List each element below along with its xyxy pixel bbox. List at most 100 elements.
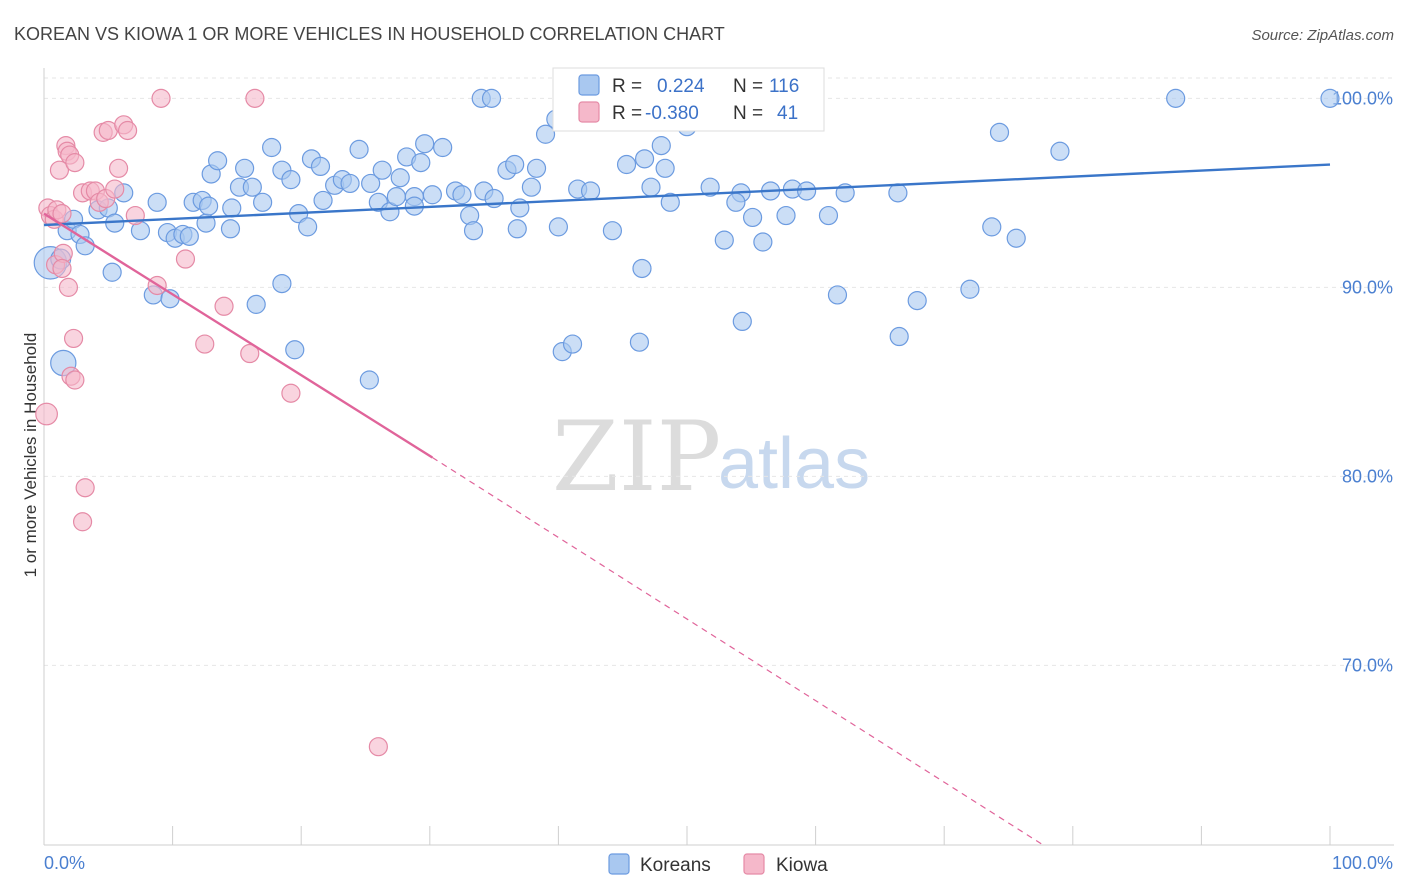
y-tick-label: 80.0%	[1342, 466, 1393, 486]
koreans-point	[1050, 141, 1070, 161]
koreans-point	[827, 285, 848, 305]
kiowa-point	[52, 204, 72, 224]
koreans-point	[310, 156, 331, 177]
koreans-point	[732, 311, 752, 332]
koreans-point	[548, 217, 569, 237]
chart-source: Source: ZipAtlas.com	[1251, 27, 1394, 44]
koreans-point	[1320, 88, 1340, 108]
koreans-point	[246, 294, 266, 314]
koreans-point	[422, 185, 442, 205]
koreans-point	[372, 160, 392, 180]
trend-lines	[43, 163, 1331, 846]
koreans-point	[411, 153, 431, 173]
series-koreans	[33, 88, 1340, 390]
koreans-point	[390, 168, 410, 188]
kiowa-point	[49, 160, 70, 180]
koreans-point	[889, 326, 909, 347]
koreans-point	[629, 332, 650, 352]
koreans-point	[285, 340, 305, 360]
koreans-point	[960, 279, 980, 299]
koreans-point	[463, 221, 484, 241]
kiowa-point	[117, 120, 138, 141]
kiowa-point	[368, 737, 388, 757]
y-tick-label: 90.0%	[1342, 277, 1393, 297]
koreans-point	[796, 181, 817, 201]
data-points	[33, 88, 1340, 757]
kiowa-point	[35, 402, 58, 426]
koreans-point	[535, 124, 556, 144]
stats-r-value-kiowa: -0.380	[645, 103, 699, 124]
stats-r-value-koreans: 0.224	[657, 76, 705, 97]
koreans-point	[340, 173, 360, 194]
koreans-point	[147, 192, 167, 212]
kiowa-point	[151, 88, 171, 108]
x-tick-label: 100.0%	[1332, 853, 1393, 873]
koreans-point	[714, 230, 734, 250]
stats-n-value-koreans: 116	[769, 76, 799, 97]
y-tick-label: 100.0%	[1332, 88, 1393, 108]
koreans-point	[989, 122, 1010, 142]
koreans-trend-line	[43, 163, 1331, 227]
koreans-point	[272, 273, 292, 294]
kiowa-point	[72, 512, 93, 532]
koreans-point	[562, 334, 583, 354]
koreans-point	[616, 154, 637, 175]
koreans-point	[298, 217, 318, 237]
koreans-point	[700, 177, 720, 197]
koreans-point	[415, 134, 435, 154]
x-tick-label: 0.0%	[44, 853, 85, 873]
koreans-point	[1006, 228, 1026, 248]
koreans-point	[222, 198, 242, 218]
kiowa-point	[175, 249, 196, 269]
koreans-point	[208, 151, 228, 171]
koreans-point	[521, 177, 541, 197]
legend-label-koreans: Koreans	[640, 855, 711, 876]
kiowa-point	[214, 296, 234, 316]
koreans-point	[313, 190, 333, 211]
axes	[43, 68, 1394, 846]
legend-swatch-kiowa	[743, 853, 765, 875]
series-kiowa	[35, 88, 388, 757]
kiowa-point	[52, 258, 72, 279]
koreans-point	[505, 154, 525, 175]
koreans-point	[452, 185, 472, 205]
legend-swatch-koreans	[608, 853, 630, 875]
kiowa-point	[65, 153, 85, 173]
kiowa-point	[281, 383, 301, 403]
stats-n-value-kiowa: 41	[777, 103, 798, 124]
koreans-point	[102, 262, 122, 282]
koreans-point	[281, 170, 301, 190]
kiowa-point	[105, 179, 125, 199]
stats-r-label-koreans: R =	[612, 76, 642, 97]
koreans-point	[907, 291, 927, 311]
koreans-point	[242, 177, 262, 197]
koreans-point	[507, 219, 527, 239]
koreans-point	[526, 158, 547, 178]
koreans-point	[776, 205, 796, 226]
watermark-atlas: atlas	[718, 424, 870, 504]
koreans-point	[199, 196, 219, 216]
kiowa-trend-line	[43, 212, 434, 459]
kiowa-point	[75, 478, 95, 498]
koreans-point	[386, 187, 406, 207]
kiowa-point	[195, 334, 215, 354]
koreans-point	[655, 158, 675, 178]
koreans-point	[481, 88, 502, 108]
koreans-point	[632, 258, 652, 279]
y-tick-label: 70.0%	[1342, 655, 1393, 675]
kiowa-trend-extension	[432, 456, 1044, 846]
stats-r-label-kiowa: R =	[612, 103, 642, 124]
legend-label-kiowa: Kiowa	[776, 855, 828, 876]
koreans-point	[602, 221, 623, 241]
koreans-point	[651, 136, 671, 156]
kiowa-point	[58, 277, 79, 297]
koreans-point	[753, 232, 773, 252]
kiowa-point	[108, 158, 129, 178]
koreans-point	[818, 205, 839, 226]
stats-swatch-koreans	[578, 74, 600, 96]
kiowa-point	[63, 328, 84, 349]
koreans-point	[262, 137, 282, 158]
kiowa-point	[240, 343, 260, 364]
koreans-point	[359, 370, 379, 390]
